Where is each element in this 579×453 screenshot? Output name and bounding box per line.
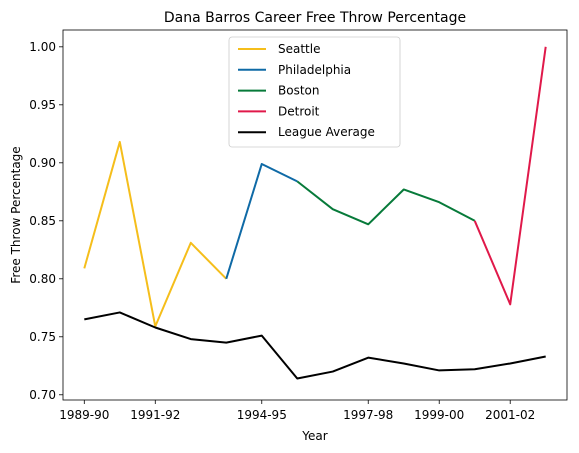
y-tick-label: 0.90 — [29, 156, 56, 170]
legend-entry: League Average — [278, 125, 375, 139]
y-tick-label: 0.75 — [29, 330, 56, 344]
x-tick-label: 1994-95 — [237, 408, 287, 422]
y-tick-label: 0.80 — [29, 272, 56, 286]
series-line-boston — [296, 180, 476, 226]
x-tick-label: 1991-92 — [130, 408, 180, 422]
x-tick-label: 1999-00 — [414, 408, 464, 422]
y-tick-label: 0.95 — [29, 98, 56, 112]
chart-title: Dana Barros Career Free Throw Percentage — [164, 10, 466, 26]
x-tick-label: 1989-90 — [59, 408, 109, 422]
series-line-league-average — [84, 311, 546, 380]
x-axis-label: Year — [301, 429, 327, 443]
legend-entry: Boston — [278, 84, 319, 98]
legend-entry: Seattle — [278, 42, 320, 56]
series-line-philadelphia — [225, 162, 298, 280]
y-tick-label: 0.70 — [29, 388, 56, 402]
y-axis: 0.70 0.75 0.80 0.85 0.90 0.95 1.00 — [29, 40, 63, 402]
plot-frame — [62, 29, 568, 401]
legend: Seattle Philadelphia Boston Detroit League A… — [228, 36, 401, 148]
legend-entry: Detroit — [278, 104, 320, 118]
series-layer — [83, 46, 547, 380]
x-tick-label: 1997-98 — [343, 408, 393, 422]
x-tick-label: 2001-02 — [485, 408, 535, 422]
x-axis: 1989-90 1991-92 1994-95 1997-98 1999-00 2001-… — [59, 400, 535, 422]
legend-entry: Philadelphia — [278, 63, 351, 77]
series-line-detroit — [473, 46, 547, 306]
legend-box — [228, 36, 401, 148]
y-tick-label: 1.00 — [29, 40, 56, 54]
y-tick-label: 0.85 — [29, 214, 56, 228]
series-line-seattle — [83, 140, 227, 328]
y-axis-label: Free Throw Percentage — [9, 146, 23, 283]
